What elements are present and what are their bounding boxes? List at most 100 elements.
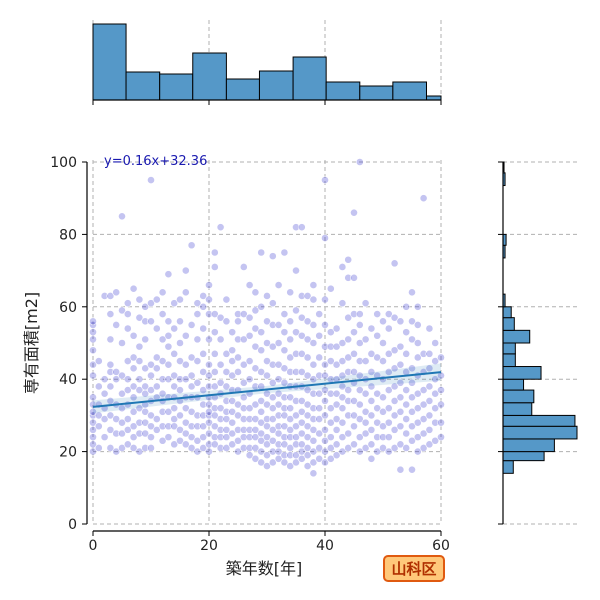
scatter-point: [228, 371, 237, 380]
scatter-point: [222, 407, 231, 416]
scatter-point: [141, 335, 150, 344]
scatter-point: [164, 331, 173, 340]
scatter-point: [303, 422, 312, 431]
scatter-point: [193, 310, 202, 318]
scatter-point: [263, 415, 271, 423]
top-hist-bar: [225, 78, 260, 101]
scatter-point: [355, 158, 364, 166]
scatter-point: [123, 415, 132, 423]
scatter-point: [379, 433, 387, 442]
scatter-point: [309, 375, 318, 384]
scatter-point: [425, 440, 434, 449]
scatter-point: [118, 339, 126, 347]
scatter-point: [129, 284, 138, 293]
scatter-point: [257, 447, 266, 456]
scatter-point: [286, 425, 295, 434]
scatter-point: [419, 194, 428, 203]
scatter-point: [425, 425, 434, 434]
scatter-point: [373, 353, 382, 362]
top-hist-bar: [159, 73, 194, 101]
scatter-point: [89, 317, 97, 326]
scatter-point: [147, 299, 155, 308]
scatter-point: [303, 444, 312, 452]
scatter-point: [309, 360, 318, 369]
scatter-point: [216, 415, 225, 423]
scatter-point: [292, 328, 300, 337]
scatter-point: [199, 411, 208, 420]
scatter-point: [309, 320, 318, 329]
scatter-point: [373, 389, 382, 398]
scatter-point: [170, 371, 179, 380]
scatter-point: [106, 310, 115, 318]
scatter-point: [419, 415, 428, 423]
scatter-point: [199, 324, 208, 333]
scatter-point: [100, 389, 109, 398]
scatter-point: [210, 368, 219, 376]
scatter-point: [118, 418, 126, 427]
scatter-point: [216, 444, 225, 452]
scatter-point: [257, 346, 266, 355]
scatter-point: [129, 382, 138, 391]
scatter-point: [332, 324, 341, 333]
scatter-point: [89, 328, 97, 337]
scatter-point: [164, 407, 173, 416]
scatter-point: [332, 415, 341, 423]
scatter-point: [89, 371, 97, 380]
scatter-point: [431, 357, 440, 365]
right-histogram: [498, 161, 580, 525]
scatter-point: [187, 320, 196, 329]
scatter-point: [181, 440, 190, 449]
scatter-point: [344, 273, 353, 282]
scatter-point: [199, 368, 208, 376]
scatter-point: [170, 382, 179, 391]
scatter-point: [431, 436, 440, 445]
scatter-point: [408, 465, 416, 474]
scatter-point: [239, 425, 248, 434]
scatter-point: [228, 328, 237, 337]
scatter-point: [106, 444, 115, 452]
scatter-point: [373, 404, 382, 413]
scatter-point: [106, 425, 115, 434]
x-axis-title: 築年数[年]: [226, 559, 303, 578]
scatter-point: [309, 415, 318, 423]
scatter-point: [309, 339, 318, 347]
scatter-point: [437, 400, 445, 409]
top-hist-bar: [325, 81, 361, 101]
scatter-point: [152, 425, 161, 434]
scatter-point: [274, 320, 283, 329]
scatter-point: [268, 415, 277, 423]
scatter-point: [222, 349, 231, 358]
scatter-point: [239, 415, 248, 423]
scatter-point: [321, 234, 329, 242]
scatter-point: [309, 436, 318, 445]
scatter-point: [158, 357, 167, 365]
scatter-point: [193, 411, 202, 420]
scatter-point: [135, 418, 144, 427]
scatter-point: [112, 368, 121, 376]
right-hist-bar: [502, 378, 525, 391]
scatter-point: [297, 331, 306, 340]
scatter-point: [274, 440, 283, 449]
scatter-point: [251, 415, 260, 423]
scatter-point: [89, 360, 97, 369]
scatter-point: [216, 360, 225, 369]
scatter-point: [315, 454, 324, 463]
scatter-point: [402, 444, 411, 452]
scatter-point: [396, 378, 405, 387]
scatter-point: [268, 447, 277, 456]
scatter-point: [123, 357, 132, 365]
scatter-point: [408, 407, 416, 416]
scatter-point: [344, 397, 353, 405]
scatter-point: [147, 386, 155, 394]
scatter-point: [245, 331, 254, 340]
scatter-point: [274, 422, 283, 431]
scatter-point: [141, 429, 150, 438]
scatter-point: [321, 397, 329, 405]
scatter-point: [384, 386, 393, 394]
scatter-point: [210, 310, 219, 318]
scatter-point: [89, 393, 97, 402]
scatter-point: [303, 462, 312, 470]
scatter-point: [408, 317, 416, 326]
scatter-point: [141, 302, 150, 311]
main-axes: 0 20 40 60 0 20 40 60 80 100: [50, 155, 450, 554]
